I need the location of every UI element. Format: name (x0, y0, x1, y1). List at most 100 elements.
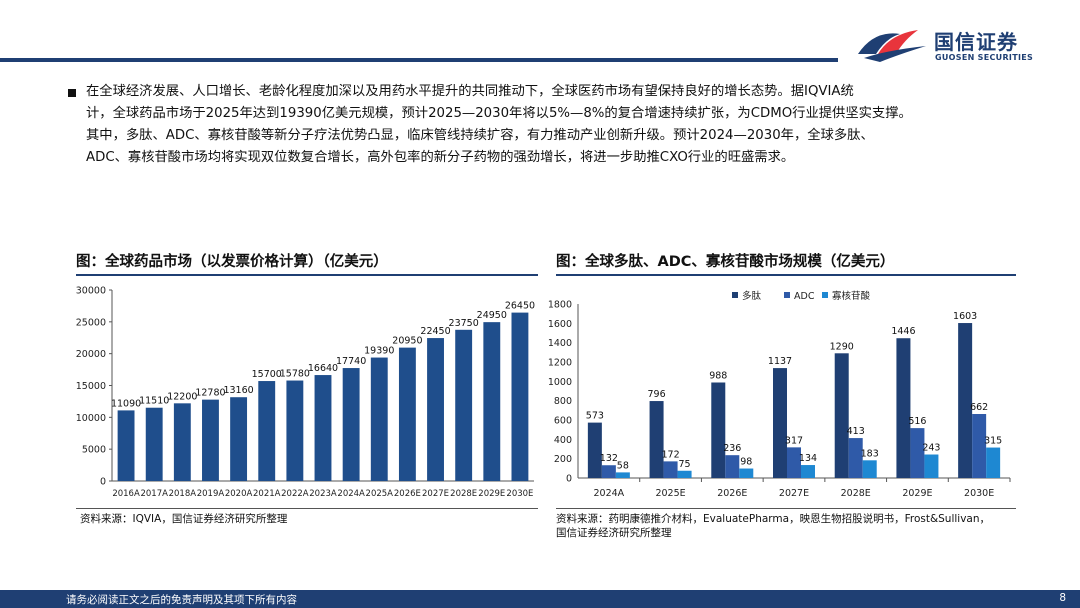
bar-value-label: 12200 (167, 391, 197, 402)
bar-value-label: 516 (908, 416, 926, 427)
bar (615, 472, 630, 478)
x-tick-label: 2029E (478, 489, 505, 499)
x-tick-label: 2021A (253, 489, 281, 499)
bar (986, 447, 1001, 478)
right-chart-source: 资料来源：药明康德推介材料，EvaluatePharma，映恩生物招股说明书，F… (556, 513, 991, 539)
bar (117, 410, 135, 481)
bar (455, 329, 473, 481)
x-tick-label: 2026E (717, 488, 747, 499)
company-logo: 国信证券 GUOSEN SECURITIES (856, 22, 1066, 68)
bar (801, 465, 815, 478)
x-tick-label: 2026E (394, 489, 421, 499)
bar (896, 338, 911, 478)
logo-mark-icon (858, 30, 926, 62)
y-tick-label: 15000 (76, 381, 106, 392)
bar-value-label: 24950 (477, 310, 507, 321)
bar (677, 470, 692, 478)
bar-value-label: 315 (984, 436, 1002, 447)
bar-value-label: 413 (847, 426, 865, 437)
x-tick-label: 2016A (112, 489, 140, 499)
bar-value-label: 17740 (336, 356, 366, 367)
x-tick-label: 2022A (281, 489, 309, 499)
left-chart-bottom-rule (76, 508, 538, 509)
legend-swatch (784, 292, 790, 298)
legend-swatch (822, 292, 828, 298)
footer-bar: 请务必阅读正文之后的免责声明及其项下所有内容 8 (0, 590, 1080, 608)
right-chart-title: 图：全球多肽、ADC、寡核苷酸市场规模（亿美元） (556, 254, 895, 270)
bar (910, 428, 925, 478)
legend-label: 寡核苷酸 (832, 290, 871, 302)
bar (972, 414, 987, 478)
left-chart-source: 资料来源：IQVIA，国信证券经济研究所整理 (80, 513, 288, 525)
y-tick-label: 1000 (548, 377, 572, 388)
bar (924, 454, 939, 478)
bar-value-label: 134 (799, 453, 817, 464)
bar (342, 368, 360, 481)
header-rule (0, 58, 838, 62)
x-tick-label: 2025E (655, 488, 685, 499)
bar (258, 381, 276, 481)
x-tick-label: 2024A (594, 488, 625, 499)
bar (314, 375, 332, 481)
bar (663, 461, 678, 478)
y-tick-label: 800 (554, 396, 572, 407)
y-tick-label: 0 (566, 474, 572, 485)
logo-name-en: GUOSEN SECURITIES (935, 53, 1034, 62)
bar (787, 447, 801, 478)
bar-value-label: 317 (785, 435, 803, 446)
bar (202, 399, 219, 481)
legend-label: 多肽 (742, 290, 762, 302)
bar (834, 353, 849, 478)
x-tick-label: 2017A (140, 489, 168, 499)
x-tick-label: 2027E (422, 489, 449, 499)
legend-label: ADC (794, 291, 815, 302)
y-tick-label: 400 (554, 435, 572, 446)
bar (958, 323, 973, 478)
x-tick-label: 2024A (337, 489, 365, 499)
bar (601, 465, 616, 478)
x-tick-label: 2028E (841, 488, 871, 499)
bar (711, 382, 726, 478)
bar (286, 380, 304, 481)
bar (725, 455, 740, 478)
x-tick-label: 2020A (225, 489, 253, 499)
y-tick-label: 20000 (76, 349, 106, 360)
right-chart-title-rule (556, 274, 1016, 276)
y-tick-label: 1200 (548, 358, 572, 369)
x-tick-label: 2030E (964, 488, 994, 499)
bar-value-label: 19390 (364, 346, 394, 357)
bar (145, 407, 163, 481)
x-tick-label: 2025A (366, 489, 394, 499)
bar-value-label: 1603 (953, 311, 977, 322)
bar-value-label: 20950 (392, 336, 422, 347)
bar-value-label: 573 (586, 411, 604, 422)
x-tick-label: 2019A (197, 489, 225, 499)
bar-value-label: 662 (970, 402, 988, 413)
y-tick-label: 1400 (548, 338, 572, 349)
bar (173, 403, 191, 481)
x-tick-label: 2018A (169, 489, 197, 499)
left-chart-title: 图：全球药品市场（以发票价格计算）（亿美元） (76, 254, 388, 270)
bar (483, 322, 501, 481)
bar (511, 312, 529, 481)
bar-value-label: 11510 (139, 396, 169, 407)
y-tick-label: 10000 (76, 413, 106, 424)
bar-value-label: 22450 (420, 326, 450, 337)
y-tick-label: 25000 (76, 317, 106, 328)
bar-value-label: 988 (709, 370, 727, 381)
x-tick-label: 2027E (779, 488, 809, 499)
bar-value-label: 15780 (280, 369, 310, 380)
right-grouped-bar-chart: 0 200 400 600 800 1000 1200 1400 1600 1800 多肽 ADC 寡核… (548, 290, 1011, 499)
bar-value-label: 796 (648, 389, 666, 400)
bar (370, 357, 388, 481)
y-tick-label: 30000 (76, 286, 106, 297)
bar (230, 397, 248, 481)
x-tick-label: 2029E (902, 488, 932, 499)
bar (427, 338, 444, 481)
bar-value-label: 11090 (111, 398, 141, 409)
y-tick-label: 600 (554, 416, 572, 427)
page-number: 8 (1059, 592, 1066, 604)
bar (862, 460, 877, 478)
bar-value-label: 23750 (449, 318, 479, 329)
bar (848, 438, 863, 478)
